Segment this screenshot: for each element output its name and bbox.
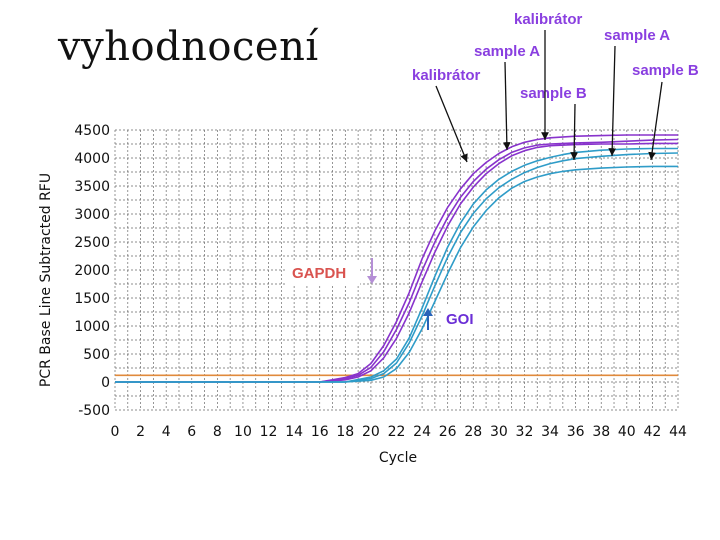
x-axis-title: Cycle <box>379 450 417 466</box>
y-tick-label: 3000 <box>74 207 110 223</box>
x-tick-label: 40 <box>618 424 636 440</box>
x-tick-label: 42 <box>643 424 661 440</box>
gapdh-arrow-head-icon <box>367 276 377 284</box>
x-tick-label: 2 <box>136 424 145 440</box>
annotation-sample-a-right: sample A <box>604 27 670 44</box>
x-tick-label: 26 <box>439 424 457 440</box>
annotation-sample-b-right: sample B <box>632 62 699 79</box>
amplification-curve-goi <box>115 152 679 383</box>
slide-title: vyhodnocení <box>58 24 319 70</box>
y-axis-title: PCR Base Line Subtracted RFU <box>38 173 54 387</box>
amplification-curve-goi <box>115 165 678 383</box>
pointer-arrow-icon <box>435 85 468 163</box>
pointer-arrow-icon <box>608 45 617 157</box>
annotation-sample-a-left: sample A <box>474 43 540 60</box>
x-tick-label: 10 <box>234 424 252 440</box>
amplification-curve-gapdh <box>115 134 678 383</box>
x-tick-label: 4 <box>162 424 171 440</box>
y-tick-label: 3500 <box>74 179 110 195</box>
y-tick-label: 4500 <box>74 123 110 139</box>
y-tick-label: 1500 <box>74 291 110 307</box>
y-tick-label: 2000 <box>74 263 110 279</box>
annotation-goi: GOI <box>446 311 474 328</box>
goi-arrow-head-icon <box>423 308 433 316</box>
x-tick-label: 14 <box>285 424 303 440</box>
x-tick-label: 44 <box>669 424 687 440</box>
annotation-kalibrator-top: kalibrátor <box>514 11 583 28</box>
axis-ticks: -500050010001500200025003000350040004500… <box>74 123 687 440</box>
amplification-curve-gapdh <box>115 142 678 383</box>
amplification-curve-gapdh <box>115 138 679 383</box>
annotation-gapdh: GAPDH <box>292 265 346 282</box>
x-tick-label: 32 <box>516 424 534 440</box>
x-tick-label: 6 <box>187 424 196 440</box>
x-tick-label: 30 <box>490 424 508 440</box>
x-tick-label: 16 <box>311 424 329 440</box>
annotation-sample-b-middle: sample B <box>520 85 587 102</box>
annotations: GAPDH GOI kalibrátor sample A kalibrátor… <box>286 11 699 332</box>
y-tick-label: 500 <box>83 347 110 363</box>
pointer-arrow-icon <box>570 103 579 161</box>
x-tick-label: 38 <box>592 424 610 440</box>
x-tick-label: 18 <box>336 424 354 440</box>
x-tick-label: 34 <box>541 424 559 440</box>
x-tick-label: 24 <box>413 424 431 440</box>
x-tick-label: 8 <box>213 424 222 440</box>
y-tick-label: 0 <box>101 375 110 391</box>
x-tick-label: 12 <box>260 424 278 440</box>
x-tick-label: 36 <box>567 424 585 440</box>
x-tick-label: 28 <box>464 424 482 440</box>
x-tick-label: 0 <box>111 424 120 440</box>
pointer-arrow-icon <box>502 61 511 151</box>
amplification-curve-goi <box>115 147 678 383</box>
y-tick-label: -500 <box>78 403 110 419</box>
y-tick-label: 2500 <box>74 235 110 251</box>
x-tick-label: 20 <box>362 424 380 440</box>
amplification-curves <box>115 134 679 383</box>
pointer-arrow-icon <box>648 81 663 161</box>
annotation-kalibrator-left: kalibrátor <box>412 67 481 84</box>
y-tick-label: 1000 <box>74 319 110 335</box>
x-tick-label: 22 <box>388 424 406 440</box>
y-tick-label: 4000 <box>74 151 110 167</box>
